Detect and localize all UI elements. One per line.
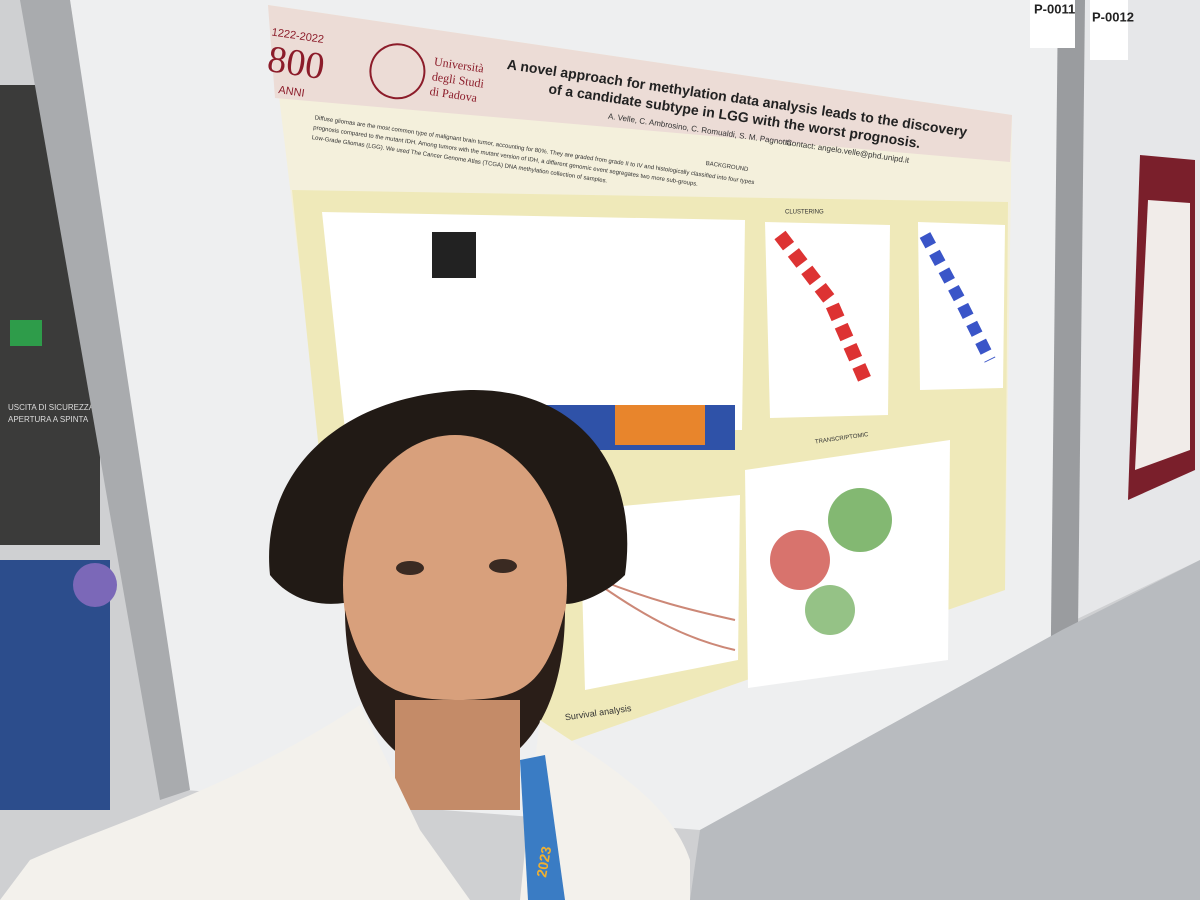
shirt xyxy=(0,705,470,900)
board-label xyxy=(1030,0,1075,48)
shirt xyxy=(520,720,690,900)
exit-sign xyxy=(10,320,42,346)
board-number: P-0012 xyxy=(1092,9,1134,24)
heatmap-diagonal xyxy=(919,232,996,363)
board-label xyxy=(1090,0,1128,60)
lanyard-text: 2023 xyxy=(533,845,554,879)
flowers xyxy=(73,563,117,607)
neck xyxy=(395,700,520,810)
scatter-cluster xyxy=(805,585,855,635)
exit-text: APERTURA A SPINTA xyxy=(8,415,89,424)
cluster-bar xyxy=(615,405,705,445)
poster-header xyxy=(268,5,1012,162)
board-number: P-0011 xyxy=(1034,1,1075,16)
exit-text: USCITA DI SICUREZZA xyxy=(8,403,95,412)
floor xyxy=(690,560,1200,900)
eye xyxy=(396,561,424,575)
heatmap-panel xyxy=(765,222,890,418)
heatmap-panel xyxy=(918,222,1005,390)
transcriptomic-panel xyxy=(745,440,950,688)
section-heading: CLUSTERING xyxy=(785,210,824,216)
survival-curves xyxy=(599,579,736,651)
lanyard xyxy=(520,755,565,900)
scatter-cluster xyxy=(770,530,830,590)
heatmap-diagonal xyxy=(774,230,872,383)
university-name: di Padova xyxy=(429,84,479,105)
face xyxy=(343,435,567,735)
dendrogram-panel xyxy=(322,212,745,430)
scatter-cluster xyxy=(828,488,892,552)
logo-number: 800 xyxy=(265,38,328,88)
university-seal xyxy=(369,43,426,100)
logo-anni: ANNI xyxy=(278,84,306,100)
board-pole xyxy=(20,0,190,800)
neighbor-poster-content xyxy=(1135,200,1190,470)
eye xyxy=(489,559,517,573)
qr-code xyxy=(432,232,476,278)
